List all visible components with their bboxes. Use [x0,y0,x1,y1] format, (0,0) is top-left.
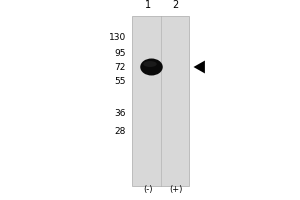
Text: 28: 28 [115,127,126,136]
Text: (-): (-) [144,185,153,194]
Text: (+): (+) [169,185,182,194]
Polygon shape [194,61,205,73]
Text: 95: 95 [115,48,126,58]
Bar [132,16,189,186]
Text: 130: 130 [109,32,126,42]
Ellipse shape [140,58,163,75]
Text: 55: 55 [115,76,126,86]
Ellipse shape [143,61,157,67]
Text: 36: 36 [115,108,126,117]
Text: 1: 1 [146,0,152,10]
Text: 2: 2 [172,0,178,10]
Text: 72: 72 [115,62,126,72]
